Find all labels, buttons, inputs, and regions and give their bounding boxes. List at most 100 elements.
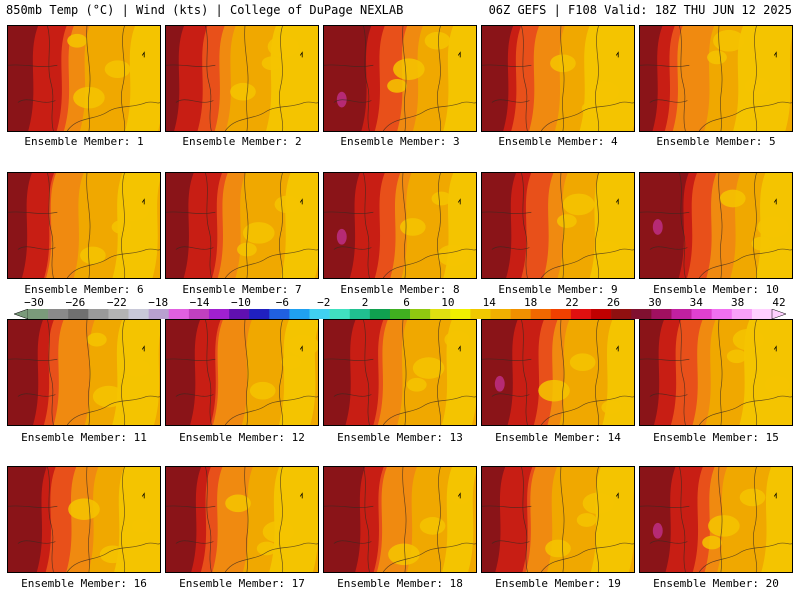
ensemble-member-map (639, 466, 793, 573)
colorbar-swatch (611, 309, 632, 319)
ensemble-member-map (639, 25, 793, 132)
colorbar-swatch (751, 309, 773, 319)
colorbar-swatch (48, 309, 69, 319)
colorbar-swatch (410, 309, 431, 319)
colorbar-swatch (591, 309, 612, 319)
ensemble-member-map (7, 466, 161, 573)
colorbar-swatch (570, 309, 592, 319)
colorbar-swatch (450, 309, 471, 319)
colorbar-swatch (329, 309, 351, 319)
ensemble-member-map (7, 25, 161, 132)
ensemble-member-map (165, 25, 319, 132)
colorbar-swatch (289, 309, 310, 319)
ensemble-member-map (481, 319, 635, 426)
temperature-map (324, 320, 476, 425)
temperature-map (482, 320, 634, 425)
colorbar-swatch (550, 309, 572, 319)
ensemble-member-map (323, 25, 477, 132)
colorbar-tick-label: −14 (189, 296, 210, 309)
colorbar-tick-label: −30 (24, 296, 44, 309)
ensemble-member-label: Ensemble Member: 18 (337, 577, 463, 590)
ensemble-member-label: Ensemble Member: 6 (24, 283, 144, 296)
ensemble-member-label: Ensemble Member: 9 (498, 283, 618, 296)
colorbar-swatch (530, 309, 552, 319)
ensemble-member-map (165, 466, 319, 573)
ensemble-member-label: Ensemble Member: 2 (182, 135, 302, 148)
temperature-map (640, 467, 792, 572)
colorbar-swatch (269, 309, 290, 319)
temperature-map (324, 467, 476, 572)
ensemble-member-map (323, 319, 477, 426)
colorbar-swatch (168, 309, 190, 319)
ensemble-member-label: Ensemble Member: 5 (656, 135, 776, 148)
temperature-map (8, 320, 160, 425)
colorbar-swatch (28, 309, 49, 319)
temperature-map (482, 173, 634, 278)
colorbar-swatch (68, 309, 89, 319)
colorbar-swatch (188, 309, 210, 319)
temperature-map (8, 26, 160, 131)
colorbar-swatch (731, 309, 753, 319)
temperature-map (640, 26, 792, 131)
colorbar-tick-label: −6 (275, 296, 289, 309)
colorbar-swatch (631, 309, 652, 319)
colorbar-swatch (309, 309, 330, 319)
ensemble-member-label: Ensemble Member: 14 (495, 431, 621, 444)
temperature-map (8, 467, 160, 572)
ensemble-member-label: Ensemble Member: 3 (340, 135, 460, 148)
colorbar-swatch (369, 309, 391, 319)
temperature-map (8, 173, 160, 278)
colorbar-swatch (470, 309, 491, 319)
colorbar-swatch (108, 309, 129, 319)
temperature-colorbar (14, 309, 786, 319)
colorbar-swatch (208, 309, 230, 319)
colorbar-swatch (430, 309, 451, 319)
colorbar-swatch (671, 309, 692, 319)
colorbar-swatch (510, 309, 532, 319)
colorbar-tick-label: 6 (403, 296, 410, 309)
ensemble-member-map (165, 172, 319, 279)
colorbar-swatch (128, 309, 149, 319)
colorbar-tick-label: −10 (231, 296, 251, 309)
ensemble-member-map (639, 319, 793, 426)
ensemble-member-map (639, 172, 793, 279)
ensemble-member-label: Ensemble Member: 7 (182, 283, 302, 296)
colorbar-swatch (88, 309, 109, 319)
ensemble-member-label: Ensemble Member: 12 (179, 431, 305, 444)
temperature-map (166, 173, 318, 278)
ensemble-member-map (7, 172, 161, 279)
colorbar-swatch (691, 309, 712, 319)
colorbar-tick-label: 30 (648, 296, 662, 309)
colorbar-swatch (349, 309, 371, 319)
ensemble-member-map (323, 172, 477, 279)
temperature-map (166, 26, 318, 131)
temperature-map (640, 320, 792, 425)
colorbar-tick-label: −18 (148, 296, 169, 309)
temperature-map (324, 173, 476, 278)
ensemble-member-label: Ensemble Member: 13 (337, 431, 463, 444)
ensemble-member-label: Ensemble Member: 4 (498, 135, 618, 148)
ensemble-member-label: Ensemble Member: 8 (340, 283, 460, 296)
colorbar-tick-label: 22 (565, 296, 579, 309)
temperature-map (166, 467, 318, 572)
ensemble-member-map (481, 25, 635, 132)
valid-time: 06Z GEFS | F108 Valid: 18Z THU JUN 12 20… (488, 3, 792, 17)
ensemble-member-label: Ensemble Member: 1 (24, 135, 144, 148)
ensemble-member-label: Ensemble Member: 17 (179, 577, 305, 590)
temperature-map (166, 320, 318, 425)
temperature-map (482, 467, 634, 572)
ensemble-member-label: Ensemble Member: 10 (653, 283, 779, 296)
colorbar-tick-label: 14 (482, 296, 496, 309)
temperature-map (482, 26, 634, 131)
colorbar-swatch (389, 309, 411, 319)
ensemble-member-label: Ensemble Member: 11 (21, 431, 147, 444)
colorbar-tick-label: 10 (441, 296, 455, 309)
colorbar-tick-label: 34 (689, 296, 703, 309)
ensemble-member-label: Ensemble Member: 20 (653, 577, 779, 590)
ensemble-member-map (481, 172, 635, 279)
colorbar-tick-label: −2 (317, 296, 331, 309)
temperature-map (324, 26, 476, 131)
ensemble-member-map (165, 319, 319, 426)
ensemble-member-map (7, 319, 161, 426)
ensemble-member-map (481, 466, 635, 573)
